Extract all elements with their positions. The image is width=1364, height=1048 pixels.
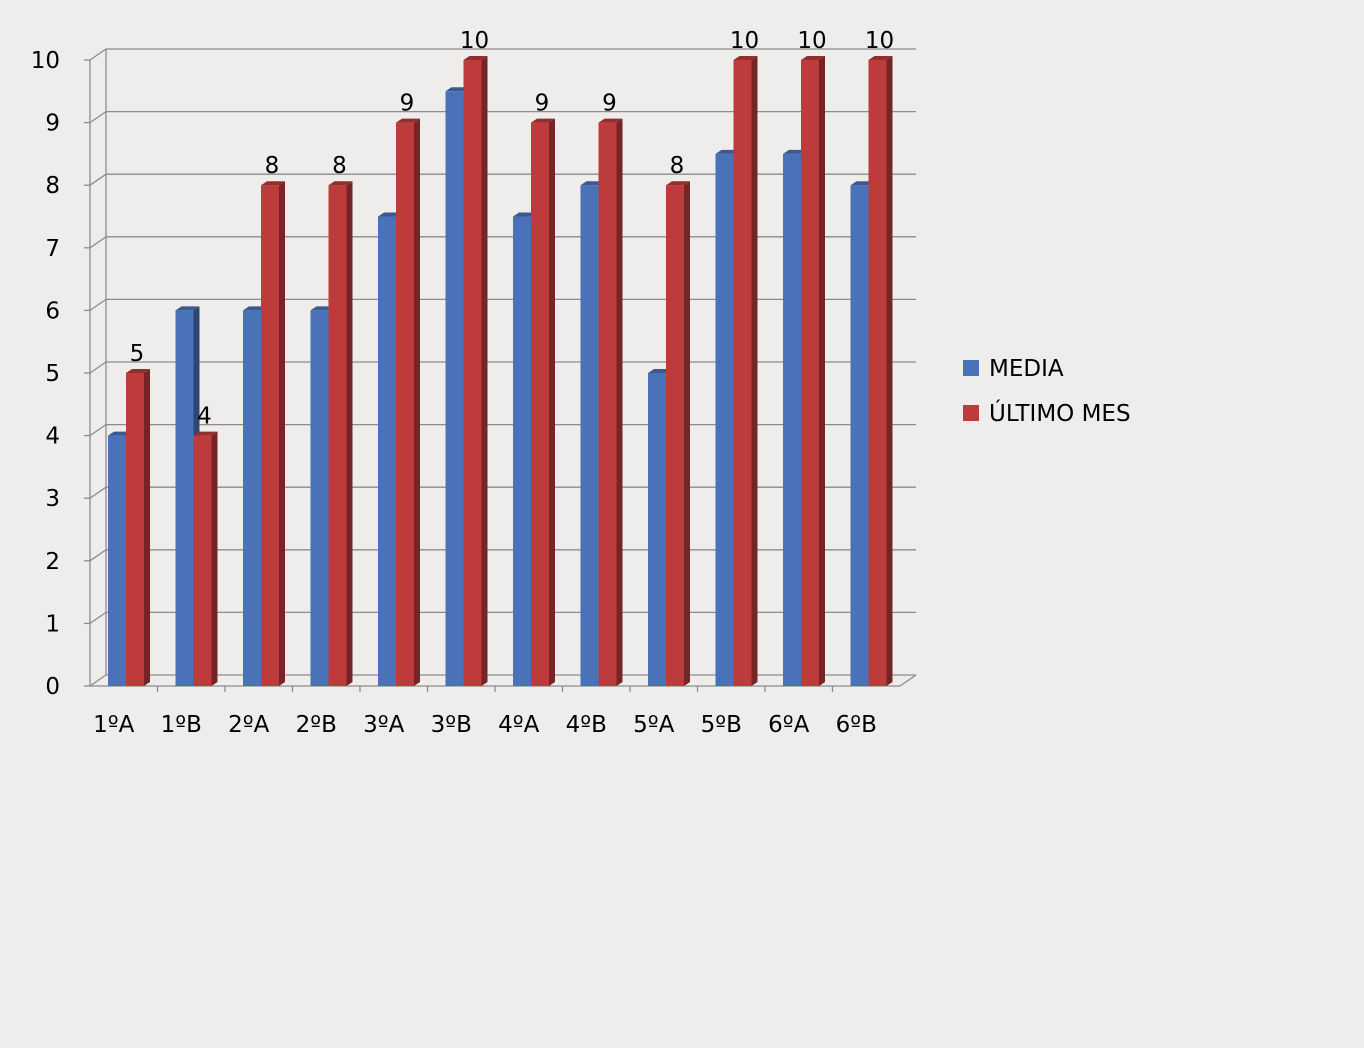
- x-category-label-3: 2ºB: [296, 712, 337, 738]
- y-tick-label-0: 0: [45, 674, 60, 700]
- x-category-label-7: 4ºB: [566, 712, 607, 738]
- bar-ultimo-mes-8: [666, 181, 690, 686]
- x-category-label-2: 2ºA: [228, 712, 269, 738]
- data-labels: 5 4 8 8 9 10 9 9 8 10 10 10: [130, 28, 894, 430]
- x-category-label-4: 3ºA: [363, 712, 404, 738]
- data-label-ultimo-mes-10: 10: [797, 28, 826, 54]
- legend-label-0: MEDIA: [989, 356, 1064, 382]
- bar-ultimo-mes-6: [531, 118, 555, 687]
- data-label-ultimo-mes-8: 8: [670, 153, 685, 179]
- y-tick-label-2: 2: [45, 549, 60, 575]
- bar-ultimo-mes-9: [733, 56, 758, 686]
- legend-swatch-1: [963, 405, 979, 421]
- bar-ultimo-mes-4: [396, 118, 420, 687]
- bar-ultimo-mes-3: [328, 181, 353, 686]
- data-label-ultimo-mes-11: 10: [865, 28, 894, 54]
- data-label-ultimo-mes-4: 9: [400, 91, 415, 117]
- x-category-label-11: 6ºB: [836, 712, 877, 738]
- bar-ultimo-mes-11: [868, 56, 893, 686]
- bar-ultimo-mes-10: [801, 56, 825, 686]
- x-category-label-0: 1ºA: [93, 712, 134, 738]
- bar-ultimo-mes-2: [261, 181, 285, 686]
- x-category-label-1: 1ºB: [161, 712, 202, 738]
- legend: MEDIA ÚLTIMO MES: [963, 356, 1131, 427]
- x-category-label-5: 3ºB: [431, 712, 472, 738]
- x-category-label-8: 5ºA: [633, 712, 674, 738]
- axes: 0 1 2 3 4 5 6 7 8 9 10 1ºA 1ºB 2ºA 2ºB 3ºA 3ºB 4ºA 4ºB 5ºA 5…: [31, 48, 917, 738]
- y-tick-label-4: 4: [45, 424, 60, 450]
- data-label-ultimo-mes-5: 10: [460, 28, 489, 54]
- data-label-ultimo-mes-1: 4: [197, 404, 212, 430]
- x-category-label-9: 5ºB: [701, 712, 742, 738]
- data-label-ultimo-mes-6: 9: [535, 91, 550, 117]
- y-tick-label-9: 9: [45, 111, 60, 137]
- y-tick-label-3: 3: [45, 486, 60, 512]
- legend-label-1: ÚLTIMO MES: [989, 399, 1131, 427]
- y-tick-label-8: 8: [45, 173, 60, 199]
- y-tick-label-7: 7: [45, 236, 60, 262]
- data-label-ultimo-mes-9: 10: [730, 28, 759, 54]
- y-tick-label-10: 10: [31, 48, 60, 74]
- y-tick-label-1: 1: [45, 611, 60, 637]
- x-category-label-10: 6ºA: [768, 712, 809, 738]
- gridline-10: [89, 48, 916, 61]
- gridline-9: [89, 110, 916, 124]
- bar-ultimo-mes-0: [126, 369, 150, 686]
- bar-ultimo-mes-5: [463, 56, 488, 686]
- y-tick-label-5: 5: [45, 361, 60, 387]
- data-label-ultimo-mes-0: 5: [130, 341, 145, 367]
- legend-swatch-0: [963, 360, 979, 376]
- data-label-ultimo-mes-7: 9: [602, 91, 617, 117]
- bar-ultimo-mes-1: [193, 431, 218, 686]
- data-label-ultimo-mes-2: 8: [265, 153, 280, 179]
- bar-ultimo-mes-7: [598, 118, 623, 687]
- bars: [108, 56, 893, 687]
- y-tick-label-6: 6: [45, 298, 60, 324]
- x-category-label-6: 4ºA: [498, 712, 539, 738]
- data-label-ultimo-mes-3: 8: [332, 153, 347, 179]
